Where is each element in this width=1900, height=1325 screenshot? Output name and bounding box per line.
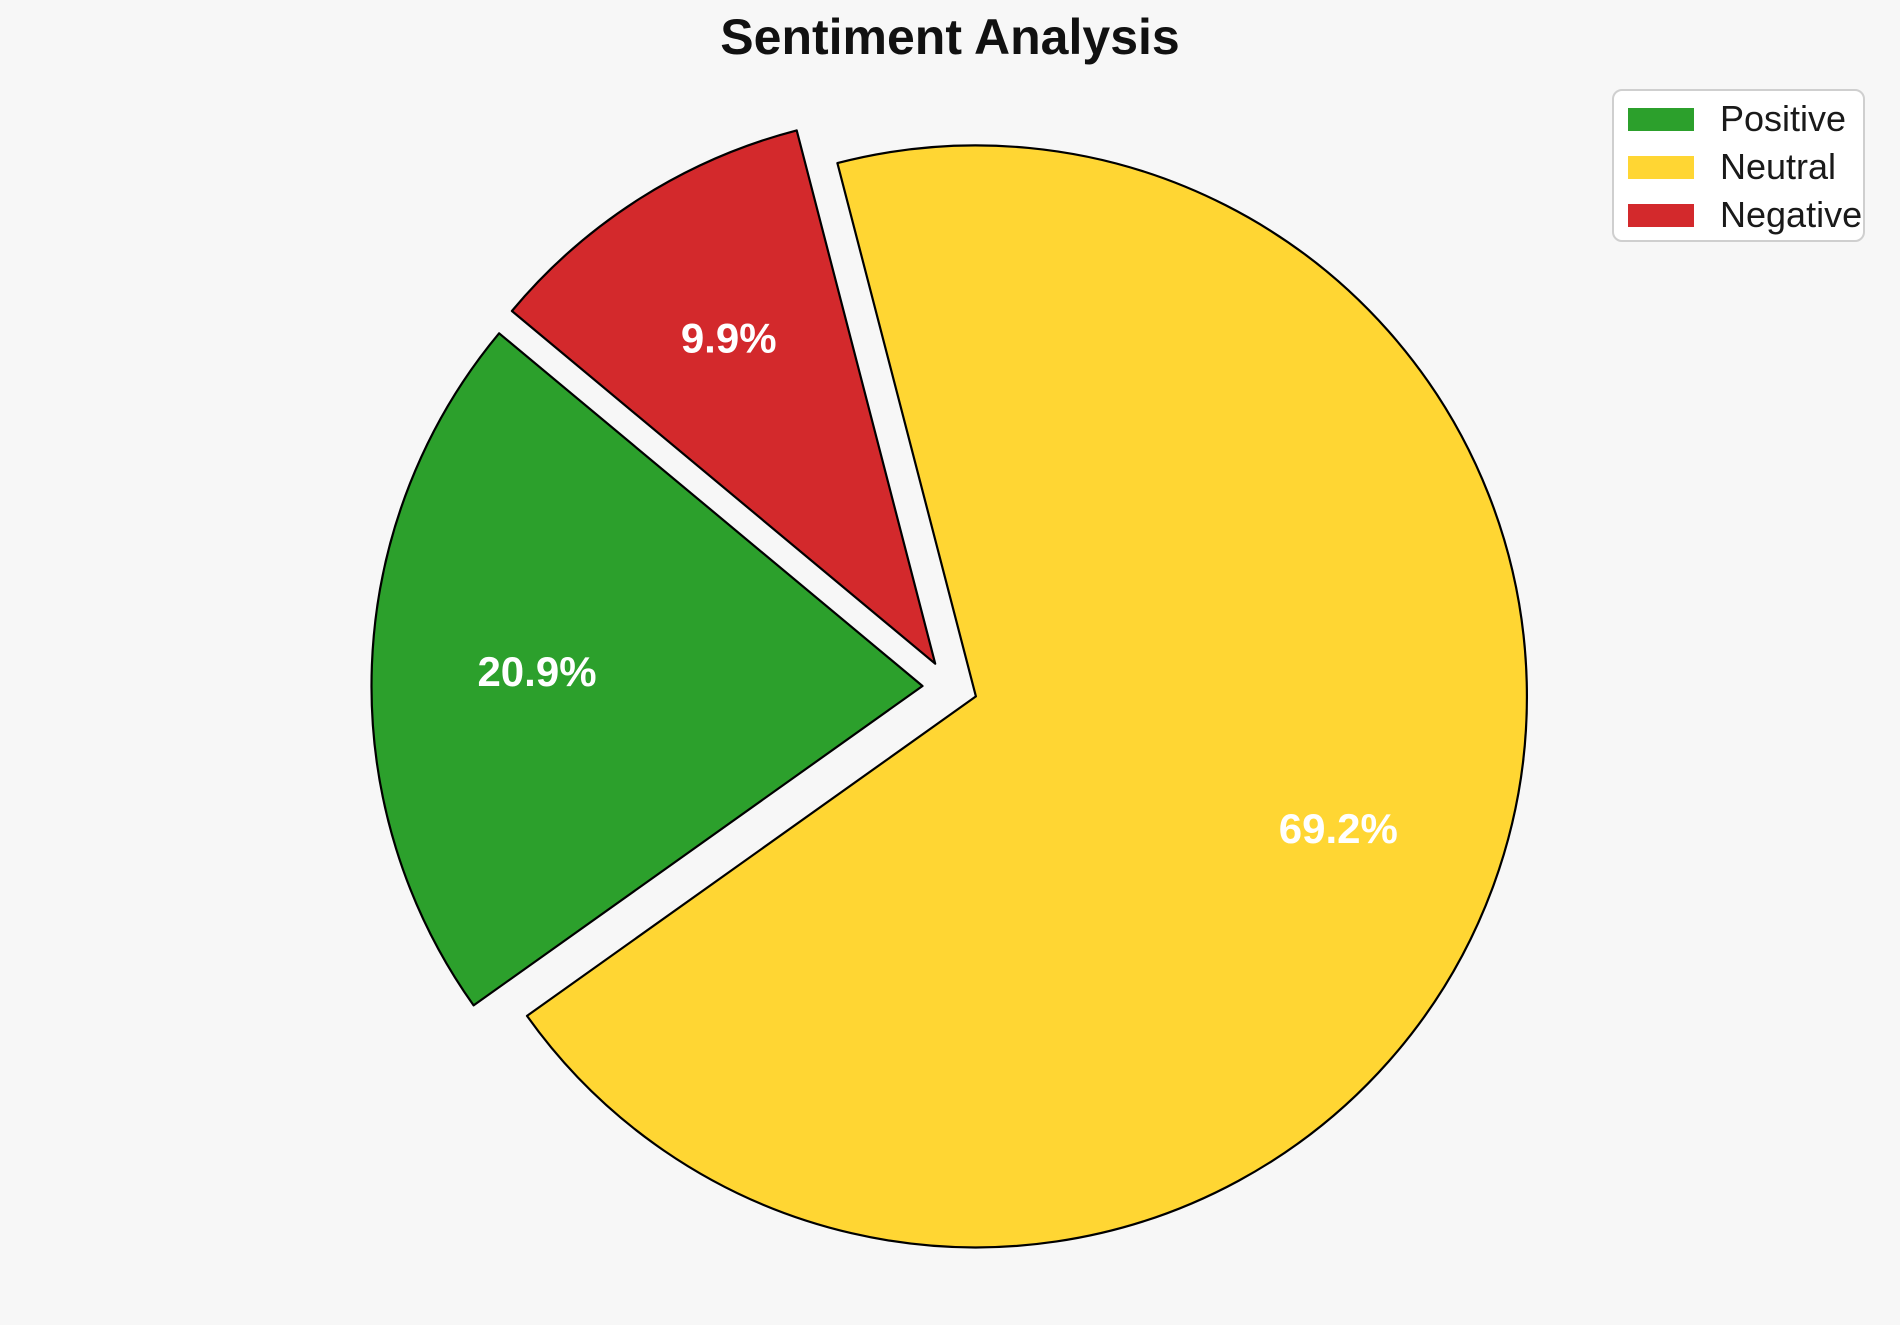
pie-slice-positive bbox=[370, 332, 924, 1007]
legend: Positive Neutral Negative bbox=[1612, 89, 1865, 242]
legend-swatch-negative bbox=[1628, 203, 1694, 227]
legend-item-neutral: Neutral bbox=[1614, 143, 1863, 191]
legend-item-negative: Negative bbox=[1614, 191, 1863, 239]
pct-label-positive: 20.9% bbox=[477, 648, 596, 695]
pie-slice-neutral bbox=[525, 144, 1528, 1249]
pie-slice-negative bbox=[510, 129, 937, 665]
legend-item-positive: Positive bbox=[1614, 95, 1863, 143]
legend-label-neutral: Neutral bbox=[1720, 146, 1837, 187]
chart-title: Sentiment Analysis bbox=[720, 9, 1180, 65]
legend-swatch-positive bbox=[1628, 107, 1694, 131]
legend-swatch-neutral bbox=[1628, 155, 1694, 179]
pct-label-negative: 9.9% bbox=[681, 315, 777, 362]
legend-label-positive: Positive bbox=[1720, 98, 1847, 139]
legend-label-negative: Negative bbox=[1720, 194, 1863, 235]
pct-label-neutral: 69.2% bbox=[1279, 805, 1398, 852]
